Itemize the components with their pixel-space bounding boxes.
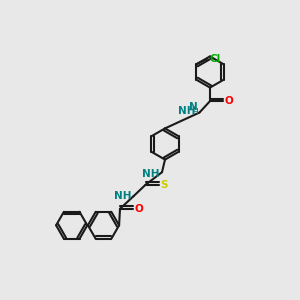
Text: O: O	[134, 204, 143, 214]
Text: NH: NH	[114, 191, 131, 201]
Text: Cl: Cl	[210, 54, 221, 64]
Text: H: H	[191, 108, 198, 117]
Text: S: S	[160, 180, 168, 190]
Text: NH: NH	[178, 106, 196, 116]
Text: NH: NH	[142, 169, 160, 179]
Text: O: O	[224, 96, 233, 106]
Text: N: N	[189, 103, 198, 112]
